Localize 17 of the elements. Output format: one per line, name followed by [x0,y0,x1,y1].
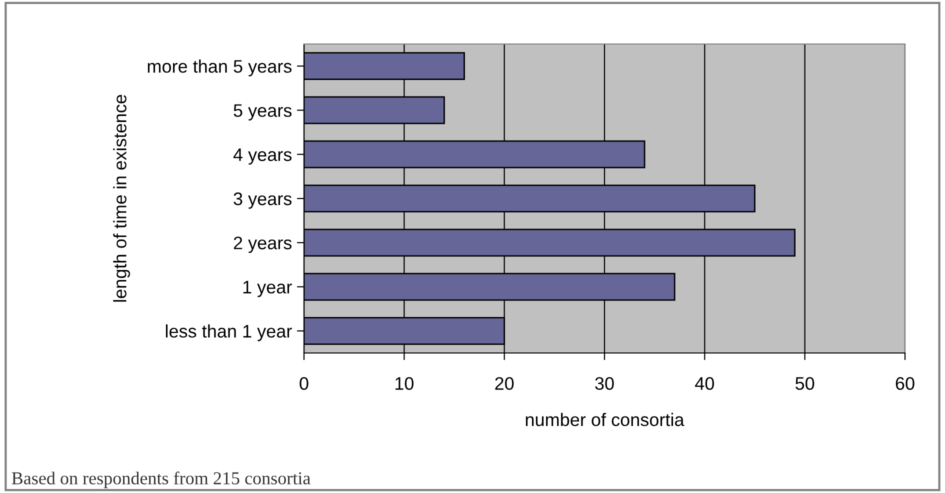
x-tick-label: 10 [396,377,414,390]
text: Based on respondents from 215 consortia [12,472,310,488]
x-tick-label: 0 [300,377,308,390]
y-tick-label: 3 years [234,192,292,209]
y-axis-title: length of time in existence [113,94,130,302]
x-tick-label: 30 [595,377,614,390]
x-tick-label: 20 [495,377,514,390]
x-axis-title: number of consortia [526,412,684,426]
y-tick-label: more than 5 years [148,60,292,76]
y-tick-label: less than 1 year [166,324,292,342]
y-tick-label: 5 years [234,104,292,121]
x-tick-label: 40 [695,377,714,390]
x-tick-label: 60 [896,377,914,390]
x-tick-label: 50 [796,377,814,390]
y-tick-label: 1 year [243,280,292,298]
y-tick-label: 4 years [233,148,292,165]
y-tick-label: 2 years [234,236,292,253]
